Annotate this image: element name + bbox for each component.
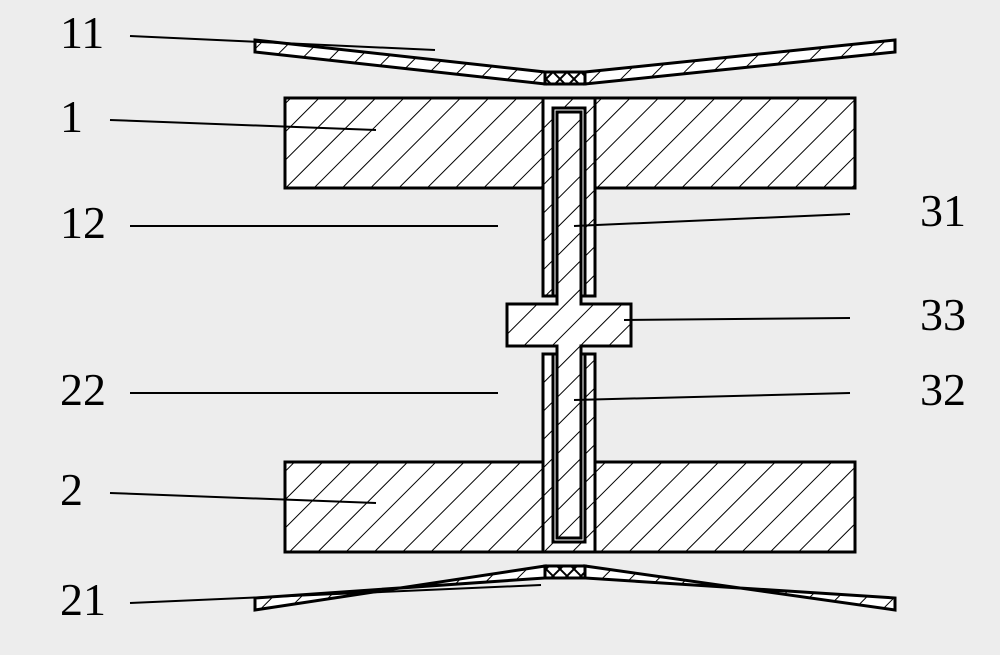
diagram <box>255 40 895 610</box>
block-1-left <box>285 98 543 188</box>
bottom-wing-right <box>585 566 895 610</box>
block-2-right <box>595 462 855 552</box>
label-L12: 12 <box>60 197 498 248</box>
label-text: 22 <box>60 364 106 415</box>
label-text: 31 <box>920 185 966 236</box>
leader-line <box>574 214 850 226</box>
top-wing-right <box>585 40 895 84</box>
label-text: 33 <box>920 289 966 340</box>
label-L11: 11 <box>60 7 435 58</box>
leader-line <box>130 585 541 603</box>
bottom-wing-left <box>255 566 545 610</box>
label-text: 12 <box>60 197 106 248</box>
label-text: 2 <box>60 464 83 515</box>
label-L31: 31 <box>574 185 966 236</box>
label-L33: 33 <box>624 289 966 340</box>
label-L22: 22 <box>60 364 498 415</box>
top-wing-left <box>255 40 545 84</box>
label-text: 21 <box>60 574 106 625</box>
label-L32: 32 <box>574 364 966 415</box>
block-2-left <box>285 462 543 552</box>
label-text: 11 <box>60 7 104 58</box>
leader-line <box>624 318 850 320</box>
leader-line <box>574 393 850 400</box>
block-1-right <box>595 98 855 188</box>
label-text: 1 <box>60 91 83 142</box>
top-joint <box>545 72 585 84</box>
bottom-joint <box>545 566 585 578</box>
label-text: 32 <box>920 364 966 415</box>
